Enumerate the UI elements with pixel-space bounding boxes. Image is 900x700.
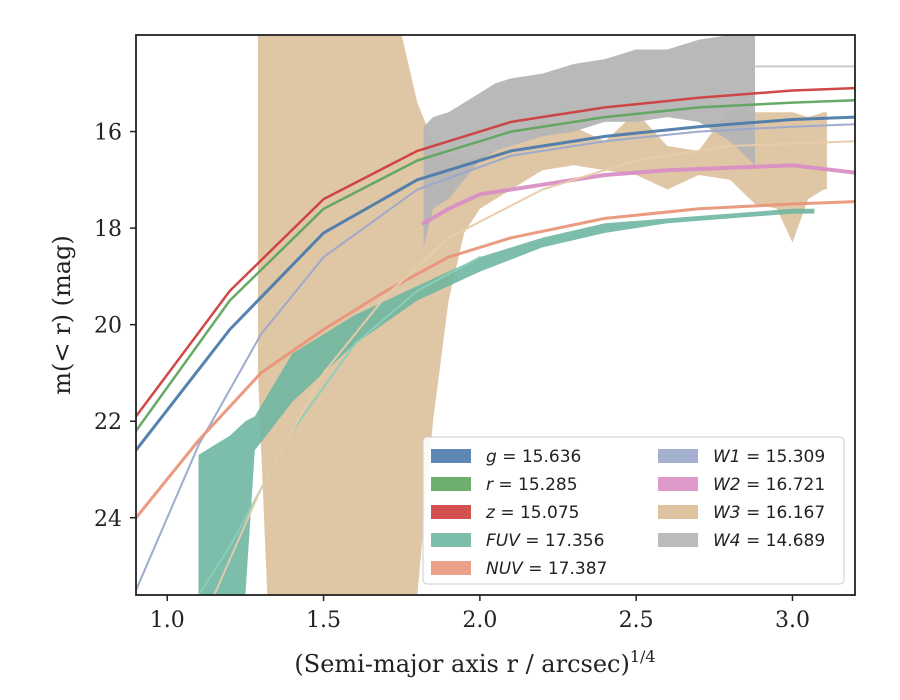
legend-label-w2: W2 = 16.721	[713, 475, 825, 495]
x-axis-label-main: (Semi-major axis r / arcsec)	[294, 650, 629, 678]
y-tick-label: 20	[94, 314, 122, 339]
lines-layer	[136, 65, 855, 595]
legend-label-w4: W4 = 14.689	[713, 531, 825, 551]
legend-label-fuv: FUV = 17.356	[486, 531, 604, 551]
legend-label-g: g = 15.636	[486, 447, 581, 467]
legend-variable: g	[486, 447, 497, 467]
plot-frame	[135, 34, 856, 596]
legend-swatch-nuv	[431, 561, 471, 575]
y-tick-label: 22	[94, 410, 122, 435]
legend-value: = 15.636	[497, 447, 582, 467]
y-axis-label: m(< r) (mag)	[48, 235, 76, 394]
x-tick-label: 1.5	[306, 608, 341, 633]
legend-variable: z	[485, 503, 496, 523]
series-line-r	[136, 98, 855, 433]
series-line-w1	[136, 123, 855, 592]
y-tick-label: 24	[94, 507, 122, 532]
legend-label-w1: W1 = 15.309	[713, 447, 825, 467]
x-tick-label: 1.0	[150, 608, 185, 633]
legend-swatch-r	[431, 477, 471, 491]
legend-swatch-w2	[658, 477, 698, 491]
legend-value: = 16.721	[741, 475, 826, 495]
legend-variable: W2	[713, 475, 741, 495]
legend-label-z: z = 15.075	[485, 503, 579, 523]
x-tick-label: 2.5	[619, 608, 654, 633]
legend-swatch-z	[431, 505, 471, 519]
x-axis-ticks: 1.0 1.5 2.0 2.5 3.0	[150, 595, 810, 633]
legend-value: = 15.309	[741, 447, 826, 467]
y-tick-label: 16	[94, 121, 122, 146]
legend-variable: W1	[713, 447, 741, 467]
legend-swatch-w3	[658, 505, 698, 519]
x-axis-label: (Semi-major axis r / arcsec)1/4	[294, 647, 655, 678]
legend-variable: FUV	[486, 531, 521, 551]
legend-swatch-w4	[658, 533, 698, 547]
legend-variable: r	[486, 475, 494, 495]
legend-variable: W3	[713, 503, 741, 523]
series-line-nuv	[136, 200, 855, 520]
x-axis-label-exponent: 1/4	[630, 647, 656, 666]
legend-value: = 15.075	[495, 503, 580, 523]
band-w4	[423, 35, 755, 248]
series-line-z	[136, 86, 855, 418]
series-line-w3-curve	[213, 140, 855, 595]
series-line-g	[136, 115, 855, 452]
legend-variable: NUV	[486, 559, 524, 579]
legend-label-w3: W3 = 16.167	[713, 503, 825, 523]
legend-value: = 15.285	[493, 475, 578, 495]
band-w3	[257, 35, 827, 595]
series-line-fuv-curve	[197, 256, 481, 595]
legend-label-nuv: NUV = 17.387	[486, 559, 607, 579]
y-tick-label: 18	[94, 217, 122, 242]
legend-value: = 17.387	[523, 559, 608, 579]
legend-value: = 17.356	[520, 531, 605, 551]
legend-variable: W4	[713, 531, 741, 551]
legend-swatch-w1	[658, 449, 698, 463]
bands-layer	[198, 35, 827, 595]
legend-label-r: r = 15.285	[486, 475, 578, 495]
x-tick-label: 2.0	[462, 608, 497, 633]
legend-value: = 16.167	[741, 503, 826, 523]
legend-swatch-g	[431, 449, 471, 463]
y-axis-ticks: 16 18 20 22 24	[94, 121, 136, 532]
legend-value: = 14.689	[741, 531, 826, 551]
x-tick-label: 3.0	[775, 608, 810, 633]
series-line-w2	[421, 163, 855, 226]
legend-box	[422, 436, 845, 585]
legend-swatch-fuv	[431, 533, 471, 547]
